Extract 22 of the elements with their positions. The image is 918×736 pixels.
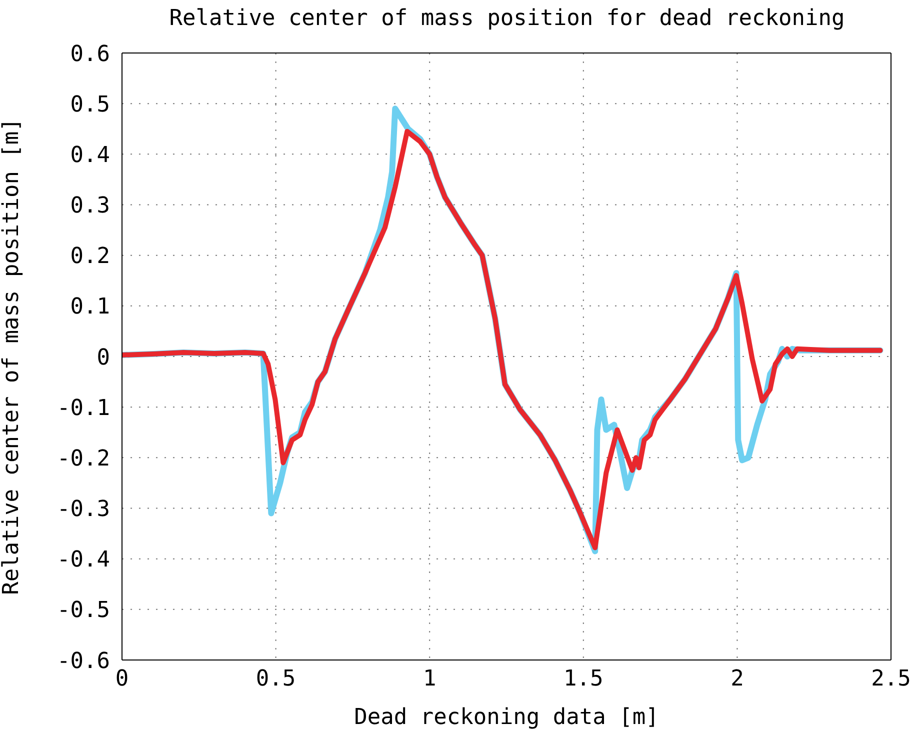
y-tick-label: -0.3 (57, 497, 110, 522)
x-tick-label: 0.5 (256, 666, 296, 692)
y-tick-label: 0.3 (70, 194, 110, 219)
x-tick-label: 2.5 (871, 666, 911, 692)
y-tick-label: 0.1 (70, 294, 110, 320)
y-tick-label: 0.2 (70, 244, 110, 270)
y-axis-title: Relative center of mass position [m] (0, 118, 24, 595)
x-tick-label: 1.5 (564, 666, 604, 692)
y-tick-label: -0.2 (57, 446, 110, 472)
y-tick-label: 0.4 (70, 142, 110, 168)
y-tick-label: -0.4 (57, 548, 110, 573)
y-tick-label: -0.5 (57, 598, 110, 624)
y-tick-label: 0.6 (70, 42, 110, 67)
x-tick-label: 1 (422, 666, 436, 692)
chart-title: Relative center of mass position for dead reckoning (168, 6, 846, 31)
y-tick-label: 0.5 (70, 92, 110, 118)
x-tick-label: 0 (115, 666, 129, 692)
y-tick-label: -0.1 (57, 396, 110, 421)
x-axis-title: Dead reckoning data [m] (354, 705, 659, 730)
y-tick-label: 0 (96, 345, 110, 370)
x-tick-label: 2 (730, 666, 744, 692)
y-tick-label: -0.6 (57, 648, 110, 674)
